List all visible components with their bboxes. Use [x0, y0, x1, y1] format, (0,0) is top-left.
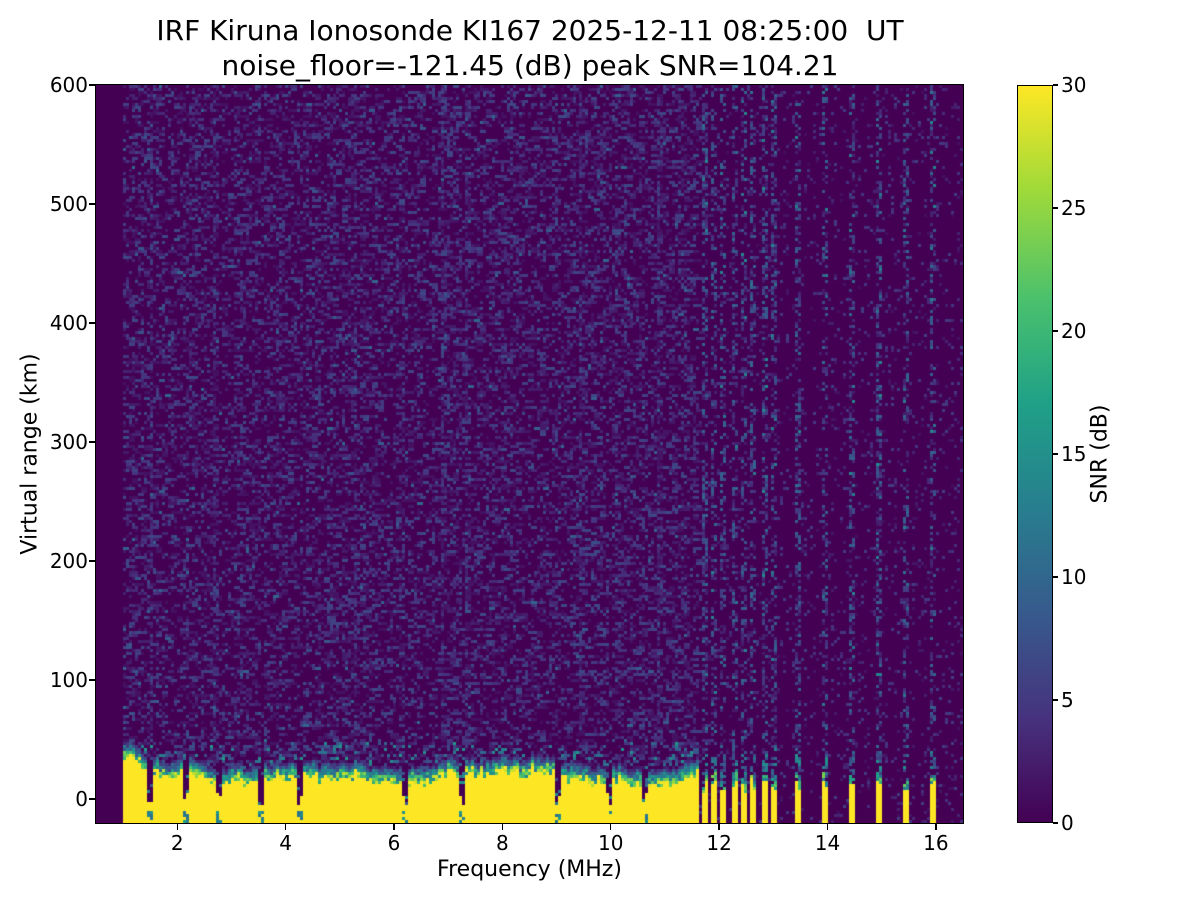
colorbar-tick-label: 5 [1061, 688, 1074, 712]
colorbar-tick-mark [1053, 453, 1058, 455]
y-tick-mark [89, 560, 95, 562]
x-tick-label: 8 [496, 831, 509, 855]
x-tick-mark [826, 824, 829, 830]
x-tick-label: 12 [706, 831, 732, 855]
y-tick-mark [89, 322, 95, 324]
colorbar-tick-label: 20 [1061, 319, 1087, 343]
y-tick-mark [89, 679, 95, 681]
colorbar-gradient [1017, 85, 1053, 823]
y-tick-label: 200 [49, 549, 88, 574]
colorbar-tick-mark [1053, 576, 1058, 578]
x-tick-mark [176, 824, 178, 830]
x-tick-label: 14 [814, 831, 841, 855]
y-tick-mark [89, 84, 95, 86]
chart-subtitle: noise_floor=-121.45 (dB) peak SNR=104.21 [221, 49, 839, 82]
y-tick-mark [89, 798, 95, 800]
x-tick-label: 6 [387, 831, 401, 855]
colorbar-tick-mark [1053, 84, 1058, 86]
chart-title: IRF Kiruna Ionosonde KI167 2025-12-11 08… [156, 14, 904, 47]
x-axis-label: Frequency (MHz) [437, 857, 622, 882]
y-tick-label: 400 [49, 311, 88, 336]
colorbar-tick-label: 0 [1061, 811, 1074, 835]
x-tick-mark [935, 824, 937, 830]
x-tick-label: 10 [598, 831, 624, 855]
x-tick-mark [393, 824, 395, 830]
x-tick-mark [610, 824, 612, 830]
ionogram-heatmap [96, 85, 963, 823]
y-tick-label: 0 [75, 787, 88, 812]
y-tick-label: 500 [49, 192, 88, 217]
x-tick-mark [284, 824, 287, 830]
y-tick-label: 600 [49, 73, 88, 97]
colorbar-tick-label: 25 [1061, 196, 1087, 220]
colorbar-tick-label: 15 [1061, 442, 1087, 466]
colorbar-tick-mark [1053, 699, 1058, 701]
colorbar-tick-label: 30 [1061, 73, 1087, 97]
colorbar-tick-mark [1053, 207, 1058, 209]
x-tick-label: 2 [170, 831, 184, 855]
x-tick-mark [501, 824, 504, 830]
y-tick-label: 100 [49, 668, 88, 693]
colorbar-tick-mark [1053, 822, 1058, 824]
y-tick-mark [89, 203, 95, 205]
x-tick-label: 4 [279, 831, 293, 855]
x-tick-label: 16 [923, 831, 949, 855]
y-tick-label: 300 [49, 430, 88, 455]
x-tick-mark [718, 824, 720, 830]
colorbar-tick-mark [1053, 330, 1058, 332]
colorbar-tick-label: 10 [1061, 565, 1087, 589]
y-tick-mark [89, 441, 95, 443]
